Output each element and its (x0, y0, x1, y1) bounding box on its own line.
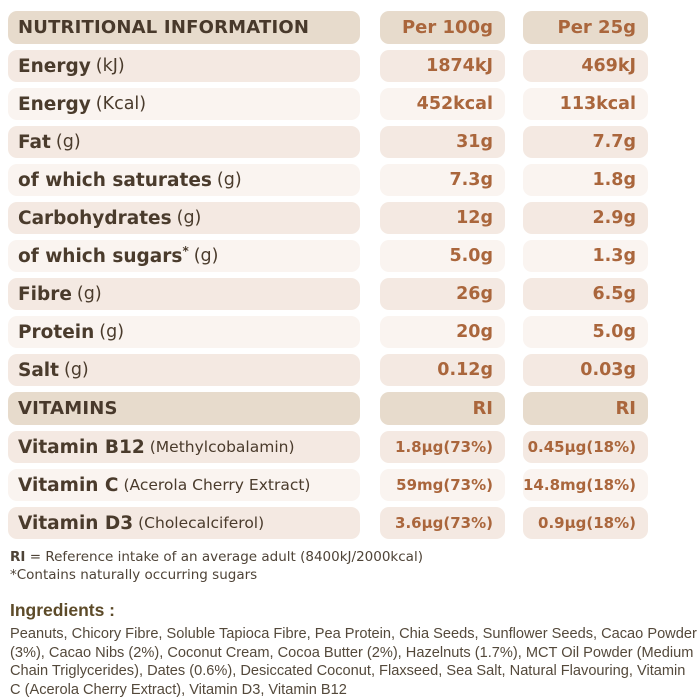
row-unit: (g) (76, 284, 102, 304)
row-label: Fibre (18, 283, 72, 305)
per100g-value: 0.12g (437, 360, 493, 380)
col-header-per25g: Per 25g (523, 11, 648, 44)
ri-footnote: RI = Reference intake of an average adul… (10, 549, 423, 565)
row-fat: Fat (g) 31g 7.7g (8, 126, 700, 158)
per100g-value: 20g (456, 322, 493, 342)
per100g-value: 1.8µg(73%) (395, 438, 493, 456)
row-unit: (g) (55, 132, 81, 152)
per25g-value: 0.9µg(18%) (538, 514, 636, 532)
row-label: Fat (18, 131, 51, 153)
row-fibre: Fibre (g) 26g 6.5g (8, 278, 700, 310)
table-header-row: NUTRITIONAL INFORMATION Per 100g Per 25g (8, 11, 700, 44)
col-header-per100g: Per 100g (380, 11, 505, 44)
row-label: Vitamin C (18, 474, 119, 496)
row-label: Salt (18, 359, 59, 381)
row-label: Energy (18, 93, 91, 115)
row-label: Carbohydrates (18, 207, 172, 229)
per100g-value: 5.0g (449, 246, 493, 266)
table-title: NUTRITIONAL INFORMATION (18, 17, 310, 38)
row-unit: (g) (216, 170, 242, 190)
row-label: of which sugars* (18, 244, 189, 268)
per25g-value: 6.5g (592, 284, 636, 304)
row-unit: (g) (99, 322, 125, 342)
per100g-value: 31g (456, 132, 493, 152)
row-label: Vitamin B12 (18, 436, 145, 458)
row-vitamin-d3: Vitamin D3 (Cholecalciferol) 3.6µg(73%) … (8, 507, 700, 539)
row-energy-kj: Energy (kJ) 1874kJ 469kJ (8, 50, 700, 82)
per25g-value: 113kcal (559, 94, 636, 114)
row-unit: (g) (64, 360, 89, 380)
per25g-value: 469kJ (581, 56, 636, 76)
row-unit: (Acerola Cherry Extract) (123, 476, 311, 494)
row-unit: (Cholecalciferol) (138, 514, 265, 532)
footnotes: RI = Reference intake of an average adul… (8, 549, 700, 584)
ingredients-section: Ingredients : Peanuts, Chicory Fibre, So… (8, 600, 700, 699)
per25g-value: 7.7g (592, 132, 636, 152)
per25g-value: 5.0g (592, 322, 636, 342)
vitamins-ri-per25g: RI (523, 392, 648, 425)
per100g-value: 1874kJ (426, 56, 493, 76)
row-vitamin-c: Vitamin C (Acerola Cherry Extract) 59mg(… (8, 469, 700, 501)
ingredients-text: Peanuts, Chicory Fibre, Soluble Tapioca … (10, 626, 697, 698)
row-energy-kcal: Energy (Kcal) 452kcal 113kcal (8, 88, 700, 120)
per25g-value: 0.03g (580, 360, 636, 380)
sugars-asterisk: * (182, 244, 189, 259)
per25g-value: 1.3g (592, 246, 636, 266)
row-protein: Protein (g) 20g 5.0g (8, 316, 700, 348)
per100g-value: 452kcal (416, 94, 493, 114)
vitamins-ri-per100g: RI (380, 392, 505, 425)
row-vitamin-b12: Vitamin B12 (Methylcobalamin) 1.8µg(73%)… (8, 431, 700, 463)
per25g-value: 14.8mg(18%) (523, 476, 636, 494)
row-salt: Salt (g) 0.12g 0.03g (8, 354, 700, 386)
per100g-value: 12g (456, 208, 493, 228)
row-sugars: of which sugars* (g) 5.0g 1.3g (8, 240, 700, 272)
per100g-value: 26g (456, 284, 493, 304)
per25g-value: 0.45µg(18%) (527, 438, 636, 456)
row-unit: (g) (193, 246, 219, 266)
row-label: Protein (18, 321, 95, 343)
row-unit: (kJ) (95, 56, 125, 76)
row-unit: (Kcal) (95, 94, 147, 114)
row-unit: (g) (176, 208, 202, 228)
ingredients-heading: Ingredients : (10, 600, 116, 620)
sugars-footnote: *Contains naturally occurring sugars (10, 566, 258, 583)
per25g-value: 2.9g (592, 208, 636, 228)
per100g-value: 3.6µg(73%) (395, 514, 493, 532)
row-label: Vitamin D3 (18, 512, 134, 534)
per100g-value: 7.3g (449, 170, 493, 190)
row-saturates: of which saturates (g) 7.3g 1.8g (8, 164, 700, 196)
per100g-value: 59mg(73%) (396, 476, 493, 494)
row-label: of which saturates (18, 169, 212, 191)
row-carbohydrates: Carbohydrates (g) 12g 2.9g (8, 202, 700, 234)
row-unit: (Methylcobalamin) (149, 438, 295, 456)
row-label: Energy (18, 55, 91, 77)
per25g-value: 1.8g (592, 170, 636, 190)
vitamins-title: VITAMINS (18, 398, 118, 419)
vitamins-header-row: VITAMINS RI RI (8, 392, 700, 425)
table-header-title-cell: NUTRITIONAL INFORMATION (8, 11, 360, 44)
